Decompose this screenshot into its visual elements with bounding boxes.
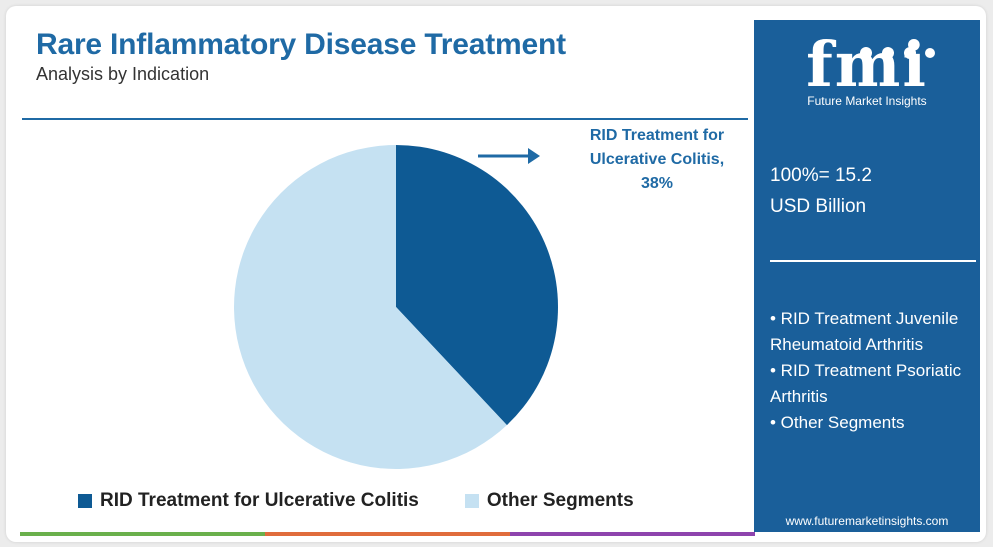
bottom-bar-segment (20, 532, 265, 536)
other-segments-list: • RID Treatment Juvenile Rheumatoid Arth… (770, 306, 976, 436)
other-segment-item: • Other Segments (770, 413, 905, 432)
info-sidebar: fmi Future Market Insights 100%= 15.2 US… (754, 20, 980, 532)
callout-line-1: RID Treatment for (589, 127, 725, 144)
legend-item-ulcerative-colitis: RID Treatment for Ulcerative Colitis (78, 490, 419, 512)
legend-label: RID Treatment for Ulcerative Colitis (100, 490, 419, 511)
pie-slice-other-segments (234, 145, 507, 469)
bottom-bar-segment (510, 532, 755, 536)
market-total-value: 100%= 15.2 (770, 165, 872, 186)
market-total: 100%= 15.2 USD Billion (770, 160, 872, 222)
chart-subtitle: Analysis by Indication (36, 64, 210, 84)
fmi-logo: fmi Future Market Insights (754, 34, 980, 108)
other-segment-item: • RID Treatment Psoriatic Arthritis (770, 361, 962, 406)
other-segment-item: • RID Treatment Juvenile Rheumatoid Arth… (770, 309, 959, 354)
sidebar-divider (770, 260, 976, 262)
slice-callout: RID Treatment for Ulcerative Colitis, 38… (562, 124, 752, 196)
website-link[interactable]: www.futuremarketinsights.com (785, 514, 949, 528)
bottom-bar-segment (265, 532, 510, 536)
header-divider (22, 118, 748, 120)
logo-wordmark: fmi (806, 28, 928, 101)
market-total-unit: USD Billion (770, 196, 867, 217)
pie-slice-rid-treatment-for-ulcerative-colitis (396, 145, 558, 426)
logo-caption: Future Market Insights (807, 94, 927, 108)
legend-label: Other Segments (486, 490, 634, 511)
bottom-color-bar (20, 532, 755, 536)
callout-line-2: Ulcerative Colitis, (589, 151, 725, 168)
chart-legend: RID Treatment for Ulcerative Colitis Oth… (78, 490, 680, 512)
callout-arrow-icon (478, 148, 540, 164)
chart-card: Rare Inflammatory Disease Treatment Anal… (6, 6, 986, 542)
chart-title: Rare Inflammatory Disease Treatment (36, 28, 566, 61)
callout-line-3: 38% (640, 175, 674, 192)
legend-item-other-segments: Other Segments (464, 490, 634, 512)
logo-person-icons (860, 47, 935, 59)
pie-chart (234, 145, 558, 469)
legend-swatch (464, 494, 479, 508)
legend-swatch (78, 494, 92, 508)
